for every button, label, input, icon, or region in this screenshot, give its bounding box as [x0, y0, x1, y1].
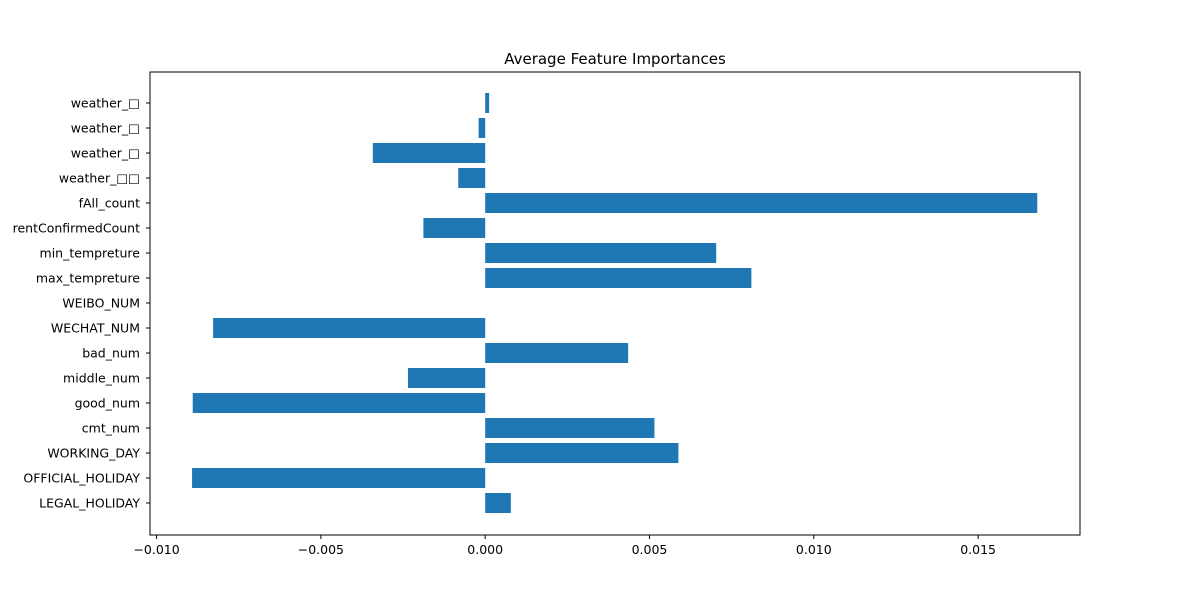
bar-6: [485, 343, 629, 363]
y-tick-label: min_tempreture: [40, 246, 141, 261]
bar-5: [407, 368, 486, 388]
plot-frame: [149, 71, 1081, 536]
bar-9: [485, 268, 752, 288]
bar-3: [485, 418, 655, 438]
bar-4: [192, 393, 486, 413]
y-tick-label: weather_□□: [59, 171, 140, 186]
bar-13: [458, 168, 486, 188]
y-tick-label: middle_num: [63, 371, 140, 386]
y-tick-label: weather_□: [71, 146, 140, 161]
y-tick-label: bad_num: [82, 346, 140, 361]
y-tick-label: WECHAT_NUM: [51, 321, 140, 336]
bars-layer: [192, 93, 1038, 513]
y-axis: LEGAL_HOLIDAY OFFICIAL_HOLIDAY WORKING_DAY…: [13, 96, 150, 511]
bar-2: [485, 443, 679, 463]
x-tick-label: −0.005: [298, 542, 344, 557]
y-tick-label: fAll_count: [79, 196, 141, 211]
x-tick-label: 0.010: [796, 542, 832, 557]
y-tick-label: weather_□: [71, 121, 140, 136]
chart-title: Average Feature Importances: [504, 50, 726, 68]
bar-0: [485, 493, 511, 513]
x-tick-label: 0.015: [960, 542, 996, 557]
y-tick-label: good_num: [75, 396, 140, 411]
x-axis: −0.010 −0.005 0.000 0.005 0.010 0.015: [133, 535, 996, 557]
y-tick-label: OFFICIAL_HOLIDAY: [23, 471, 140, 486]
bar-12: [485, 193, 1038, 213]
y-tick-label: LEGAL_HOLIDAY: [39, 496, 140, 511]
y-tick-label: max_tempreture: [36, 271, 140, 286]
bar-10: [485, 243, 717, 263]
bar-7: [213, 318, 486, 338]
y-tick-label: weather_□: [71, 96, 140, 111]
y-tick-label: rentConfirmedCount: [13, 221, 140, 236]
bar-1: [192, 468, 486, 488]
bar-11: [423, 218, 486, 238]
bar-16: [485, 93, 490, 113]
y-tick-label: WORKING_DAY: [47, 446, 140, 461]
y-tick-label: cmt_num: [82, 421, 140, 436]
x-tick-label: 0.000: [467, 542, 503, 557]
x-tick-label: 0.005: [632, 542, 668, 557]
bar-14: [372, 143, 486, 163]
x-tick-label: −0.010: [133, 542, 179, 557]
bar-15: [478, 118, 486, 138]
y-tick-label: WEIBO_NUM: [62, 296, 140, 311]
